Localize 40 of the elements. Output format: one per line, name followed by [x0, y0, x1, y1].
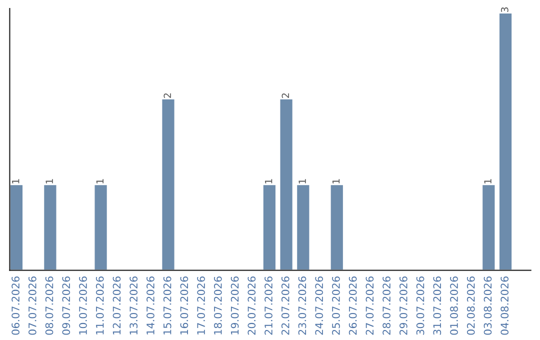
data-label: 1 [332, 179, 340, 184]
data-label: 1 [96, 179, 104, 184]
x-tick-label: 21.07.2026 [264, 276, 272, 335]
x-tick-label: 18.07.2026 [214, 276, 222, 334]
x-tick-label: 19.07.2026 [230, 276, 239, 334]
x-tick-label: 23.07.2026 [298, 276, 306, 335]
x-tick-label: 31.07.2026 [433, 276, 442, 335]
x-tick-label: 12.07.2026 [112, 276, 121, 334]
x-tick-label: 11.07.2026 [96, 276, 104, 334]
x-tick-label: 10.07.2026 [79, 276, 87, 334]
data-label: 2 [282, 93, 289, 98]
data-label: 1 [265, 179, 272, 184]
data-label: 1 [46, 179, 53, 184]
x-tick-label: 30.07.2026 [416, 276, 424, 335]
x-tick-label: 04.08.2026 [500, 276, 509, 335]
x-tick-label: 08.07.2026 [45, 276, 54, 335]
data-label: 1 [298, 179, 306, 184]
data-label: 1 [484, 179, 492, 184]
x-tick-label: 24.07.2026 [315, 276, 324, 335]
x-tick-label: 03.08.2026 [484, 276, 492, 335]
x-tick-label: 09.07.2026 [62, 276, 70, 335]
x-tick-label: 20.07.2026 [248, 276, 256, 335]
data-label: 3 [500, 7, 508, 12]
x-tick-label: 13.07.2026 [130, 276, 138, 334]
x-tick-label: 16.07.2026 [180, 276, 188, 334]
data-label: 2 [164, 93, 171, 98]
x-tick-label: 26.07.2026 [348, 276, 357, 335]
x-tick-label: 01.08.2026 [450, 276, 458, 335]
x-tick-label: 22.07.2026 [281, 276, 290, 335]
x-tick-label: 15.07.2026 [163, 276, 172, 334]
x-tick-label: 28.07.2026 [382, 276, 390, 335]
data-label: 1 [12, 179, 20, 184]
x-tick-label: 29.07.2026 [399, 276, 408, 335]
x-tick-label: 17.07.2026 [197, 276, 205, 334]
x-tick-label: 14.07.2026 [146, 276, 154, 334]
x-tick-label: 02.08.2026 [466, 276, 475, 335]
x-tick-label: 27.07.2026 [366, 276, 374, 335]
x-tick-label: 25.07.2026 [332, 276, 340, 335]
x-tick-label: 07.07.2026 [28, 276, 36, 335]
x-tick-label: 06.07.2026 [12, 276, 20, 335]
